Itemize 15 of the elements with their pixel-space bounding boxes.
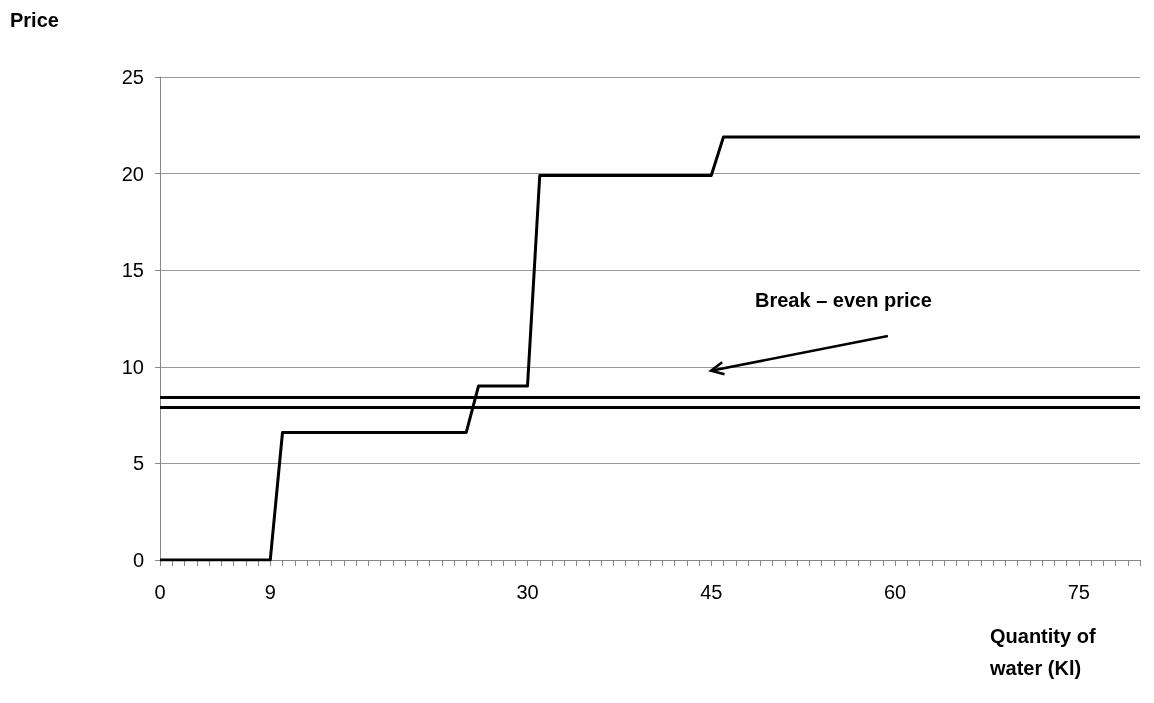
y-tick-label: 5 — [132, 452, 144, 475]
x-tick-label: 75 — [1067, 581, 1090, 603]
y-tick-label: 20 — [121, 162, 144, 185]
y-tick-label: 10 — [121, 355, 144, 378]
x-tick-label: 60 — [883, 581, 907, 603]
x-tick-label: 45 — [700, 581, 723, 603]
y-axis-title: Price — [10, 9, 59, 31]
annotation: Break – even price — [755, 289, 932, 311]
y-tick-label: 0 — [132, 549, 144, 571]
x-tick-label: 30 — [516, 581, 539, 603]
y-tick-label: 15 — [121, 259, 144, 282]
x-axis-title: Quantity of water (Kl) — [989, 625, 1102, 679]
x-tick-label: 0 — [154, 581, 166, 603]
x-tick-label: 9 — [264, 581, 276, 603]
y-tick-label: 25 — [121, 66, 144, 88]
